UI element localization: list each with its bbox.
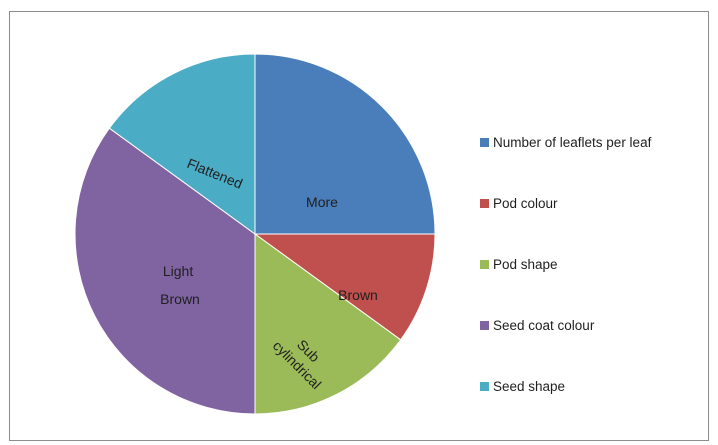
legend-swatch (480, 260, 489, 269)
legend-item: Seed coat colour (480, 318, 595, 333)
legend-swatch (480, 138, 489, 147)
legend-item: Number of leaflets per leaf (480, 135, 652, 150)
pie-slice-flattened (108, 53, 256, 235)
pie-slice-sub-cylindrical (254, 233, 402, 415)
pie-slices (74, 53, 436, 415)
slice-label-light-brown: Light Brown (160, 263, 200, 307)
slice-label-light-brown-line1: Light (163, 263, 193, 279)
pie-slice-brown (253, 233, 436, 341)
legend-item: Seed shape (480, 379, 565, 394)
legend-swatch (480, 321, 489, 330)
slice-label-light-brown-line2: Brown (160, 291, 200, 307)
slice-label-brown: Brown (338, 287, 378, 303)
legend-label: Pod colour (493, 196, 558, 211)
pie-slice-more (254, 53, 436, 235)
legend-item: Pod colour (480, 196, 558, 211)
legend-label: Seed shape (493, 379, 565, 394)
legend: Number of leaflets per leaf Pod colour Pod… (480, 135, 652, 394)
pie-slice-light-brown (74, 127, 256, 415)
slice-label-more: More (306, 194, 338, 210)
legend-swatch (480, 382, 489, 391)
legend-item: Pod shape (480, 257, 558, 272)
legend-label: Pod shape (493, 257, 558, 272)
legend-label: Seed coat colour (493, 318, 595, 333)
legend-swatch (480, 199, 489, 208)
legend-label: Number of leaflets per leaf (493, 135, 652, 150)
